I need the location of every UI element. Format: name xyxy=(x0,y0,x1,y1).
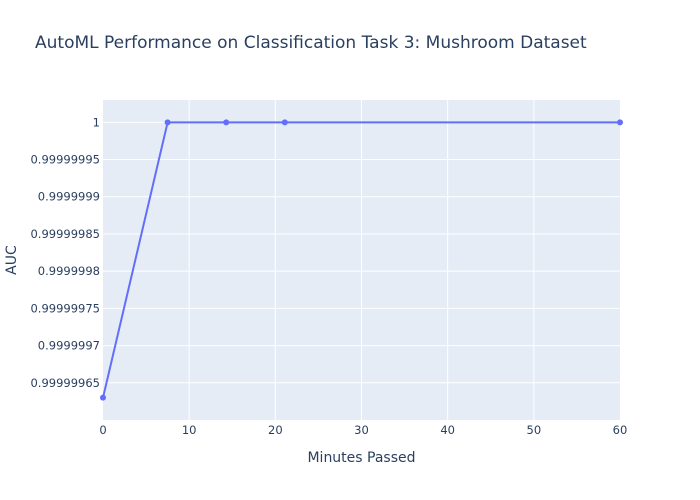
y-tick-label: 0.9999998 xyxy=(38,264,100,278)
data-point xyxy=(617,119,623,126)
x-axis-title: Minutes Passed xyxy=(307,450,415,466)
series-layer xyxy=(100,119,623,401)
x-tick-labels: 0 10 20 30 40 50 60 xyxy=(99,423,627,437)
y-tick-label: 0.9999997 xyxy=(38,339,100,353)
y-tick-label: 1 xyxy=(93,115,100,129)
data-point xyxy=(100,394,106,401)
data-point xyxy=(164,119,171,126)
x-tick-label: 30 xyxy=(354,423,369,437)
data-point xyxy=(281,119,288,126)
y-tick-label: 0.99999995 xyxy=(30,153,100,167)
x-tick-label: 0 xyxy=(99,423,106,437)
x-tick-label: 40 xyxy=(440,423,455,437)
data-point xyxy=(223,119,230,126)
x-tick-label: 10 xyxy=(182,423,197,437)
y-tick-labels: 0.99999965 0.9999997 0.99999975 0.9999998 0.… xyxy=(30,115,100,389)
x-tick-label: 20 xyxy=(268,423,283,437)
x-gridlines xyxy=(188,100,535,420)
y-tick-label: 0.99999985 xyxy=(30,227,100,241)
x-tick-label: 50 xyxy=(527,423,542,437)
chart-title: AutoML Performance on Classification Tas… xyxy=(35,33,587,53)
y-axis-title: AUC xyxy=(4,245,20,275)
y-tick-label: 0.99999965 xyxy=(30,376,100,390)
y-tick-label: 0.99999975 xyxy=(30,301,100,315)
y-tick-label: 0.9999999 xyxy=(38,190,100,204)
x-tick-label: 60 xyxy=(613,423,628,437)
